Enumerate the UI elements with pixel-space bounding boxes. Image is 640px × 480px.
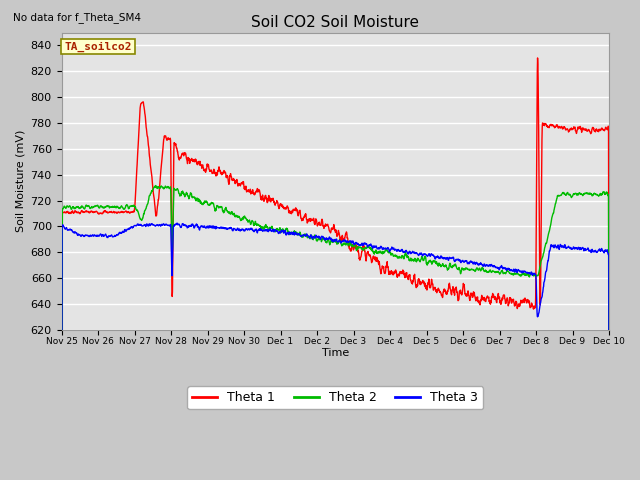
Text: TA_soilco2: TA_soilco2 (64, 41, 132, 52)
Legend: Theta 1, Theta 2, Theta 3: Theta 1, Theta 2, Theta 3 (188, 386, 483, 409)
Text: No data for f_Theta_SM4: No data for f_Theta_SM4 (13, 12, 141, 23)
Y-axis label: Soil Moisture (mV): Soil Moisture (mV) (15, 130, 25, 232)
X-axis label: Time: Time (322, 348, 349, 358)
Title: Soil CO2 Soil Moisture: Soil CO2 Soil Moisture (252, 15, 419, 30)
